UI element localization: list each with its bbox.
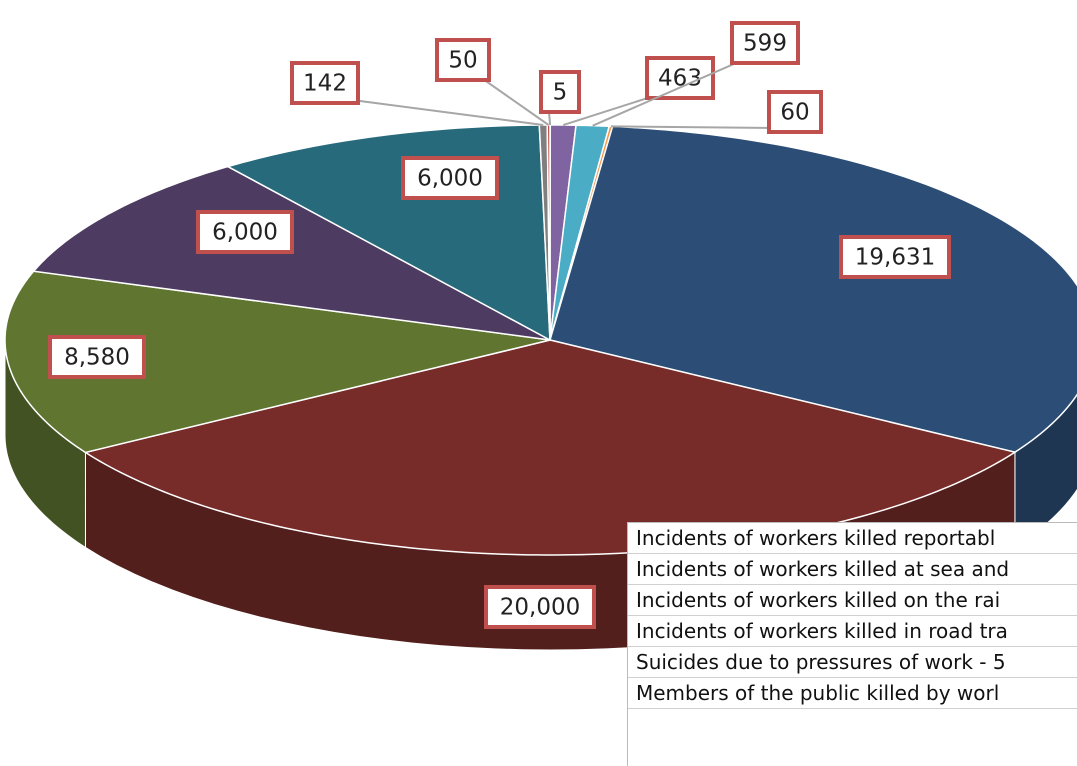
data-label: 8,580 — [64, 345, 130, 371]
data-label: 6,000 — [212, 220, 278, 246]
data-label: 60 — [780, 100, 809, 126]
data-label: 6,000 — [417, 166, 483, 192]
legend-entry: Incidents of workers killed in road tra — [628, 616, 1077, 647]
data-label: 5 — [553, 80, 568, 106]
legend-entry: Suicides due to pressures of work - 5 — [628, 647, 1077, 678]
legend-entry: Incidents of workers killed on the rai — [628, 585, 1077, 616]
data-label: 599 — [743, 31, 787, 57]
legend-entry: Members of the public killed by worl — [628, 678, 1077, 709]
data-label: 142 — [303, 71, 347, 97]
data-label: 50 — [448, 48, 477, 74]
legend-entry: Incidents of workers killed at sea and — [628, 554, 1077, 585]
legend-entry: Incidents of workers killed reportabl — [628, 523, 1077, 554]
data-label: 19,631 — [855, 245, 935, 271]
data-label: 20,000 — [500, 595, 580, 621]
